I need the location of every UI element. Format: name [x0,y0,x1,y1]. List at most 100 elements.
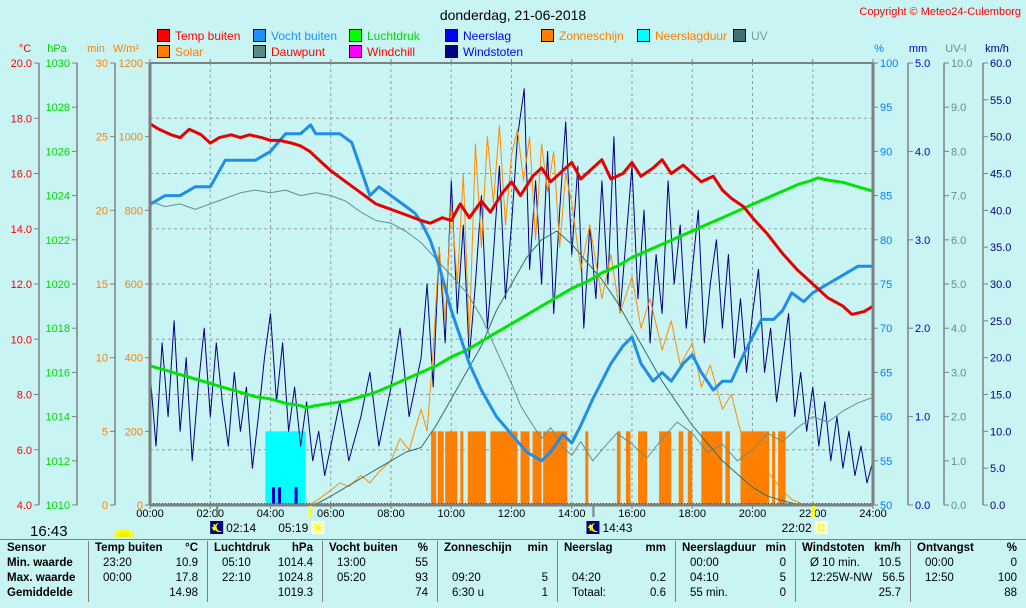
bar-zonneschijn [625,431,631,505]
legend-swatch-dauwpunt [253,45,266,58]
axis-text: 5.0 [951,279,966,291]
table-column-separator [557,541,558,602]
axis-text: 22:02 [782,521,812,535]
axis-text: 20:00 [739,508,767,520]
cell-value: 0 [779,587,786,599]
series-uv [149,230,874,505]
cell-value: 1019.3 [277,587,313,599]
axis-text: 10.0 [951,58,972,70]
cell-value: 10.9 [175,557,198,569]
legend-label: Windchill [367,44,416,59]
cell-value: 10.5 [878,557,901,569]
axis-text: 08:00 [377,508,405,520]
astro-row: 02:14 05:19 14:43 22:02 16:43 [30,506,828,540]
table-header-label: Temp buiten [95,542,163,554]
table-row-label: Min. waarde [7,557,73,569]
summary-cell [438,556,556,571]
legend-item-luchtdruk: Luchtdruk [349,28,420,43]
table-column-separator [910,541,911,602]
cell-time: 00:00 [103,572,132,584]
legend-label: Solar [175,44,204,59]
bar-zonneschijn [616,431,621,505]
summary-table: Sensor Min. waarde Max. waarde Gemiddelde Te… [0,539,1026,608]
legend-label: Luchtdruk [367,28,420,43]
cell-value: 14.98 [169,587,198,599]
table-header-unit: % [1006,542,1017,554]
axis-text: 1012 [46,456,70,468]
bar-zonneschijn [701,431,723,505]
summary-cell: 12:50 100 [911,571,1025,586]
cell-time: 00:00 [690,557,719,569]
axis-text: 40.0 [990,205,1011,217]
axis-text: 4.0 [17,500,32,512]
axis-wm2: 1200 1000 800 600 400 200 0 W/m² [113,43,150,512]
summary-col-windstoten: Windstoten km/h Ø 10 min. 10.5 12:25 W-NW 56.5… [796,541,909,601]
table-column-separator [207,541,208,602]
cell-value: 1014.4 [277,557,313,569]
axis-text: 14:43 [602,521,632,535]
legend-swatch-vocht-buiten [253,29,266,42]
axis-text: 5.0 [915,58,930,70]
axis-text: km/h [985,43,1009,55]
axis-text: 7.0 [951,191,966,203]
cell-time [323,586,337,601]
axis-temp: 20.0 18.0 16.0 14.0 12.0 10.0 8.0 6.0 4.0 °C [11,43,40,512]
legend-swatch-temp-buiten [157,29,170,42]
cell-value: 25.7 [878,587,901,599]
summary-cell: 25.7 [796,586,909,601]
summary-col-sensor: Sensor Min. waarde Max. waarde Gemiddelde [1,541,87,601]
axis-text: 25 [96,132,108,144]
cell-value: 0.2 [650,572,666,584]
series-vocht-buiten [148,123,875,463]
axis-mm: 5.0 4.0 3.0 2.0 1.0 0.0 mm [907,43,930,512]
bar-zonneschijn [585,431,589,505]
summary-cell: 1019.3 [208,586,321,601]
cell-time: 13:00 [337,557,366,569]
cell-value: 93 [415,572,428,584]
axis-text: 15 [96,279,108,291]
table-column-separator [437,541,438,602]
legend-label: Temp buiten [175,28,241,43]
bar-neerslag [278,487,282,505]
series-dauwpunt [149,189,874,462]
cell-time [208,586,222,601]
axis-text: 4.0 [915,146,930,158]
axis-text: 10.0 [11,334,32,346]
axis-text: 8.0 [951,146,966,158]
summary-cell: 04:10 5 [676,571,794,586]
legend-item-windchill: Windchill [349,44,416,59]
axis-min: 30 25 20 15 10 5 0 min [87,43,116,512]
cell-time: 05:20 [337,572,366,584]
cell-value: 55 [415,557,428,569]
axis-text: W/m² [113,43,140,55]
axis-text: 600 [125,279,143,291]
cell-time: 04:20 [572,572,601,584]
axis-text: 0.0 [915,500,930,512]
axis-text: 16:43 [30,523,68,540]
axis-text: 35.0 [990,242,1011,254]
cell-value: 100 [997,572,1017,584]
summary-cell: Totaal: 0.6 [558,586,674,601]
axis-text: % [874,43,884,55]
cell-value [666,556,674,571]
legend-swatch-neerslag [445,29,458,42]
summary-cell: 12:25 W-NW 56.5 [796,571,909,586]
legend-swatch-windstoten [445,45,458,58]
legend-item-uv: UV [733,29,768,43]
summary-col-ontvangst: Ontvangst% 00:00 0 12:50 100 88 [911,541,1025,601]
legend-item-neerslagduur: Neerslagduur [637,29,727,43]
summary-cell: 74 [323,586,436,601]
axis-text: 50 [880,500,892,512]
moonrise-icon [586,521,600,534]
bar-zonneschijn [532,431,542,505]
axis-text: 20.0 [11,58,32,70]
axis-text: 30 [96,58,108,70]
axis-text: °C [19,43,31,55]
axis-text: 90 [880,146,892,158]
table-column-separator [675,541,676,602]
axis-text: 800 [125,205,143,217]
table-row-label: Gemiddelde [7,587,73,599]
summary-cell: 13:00 55 [323,556,436,571]
legend-label: Dauwpunt [271,44,326,59]
axis-text: 12.0 [11,279,32,291]
